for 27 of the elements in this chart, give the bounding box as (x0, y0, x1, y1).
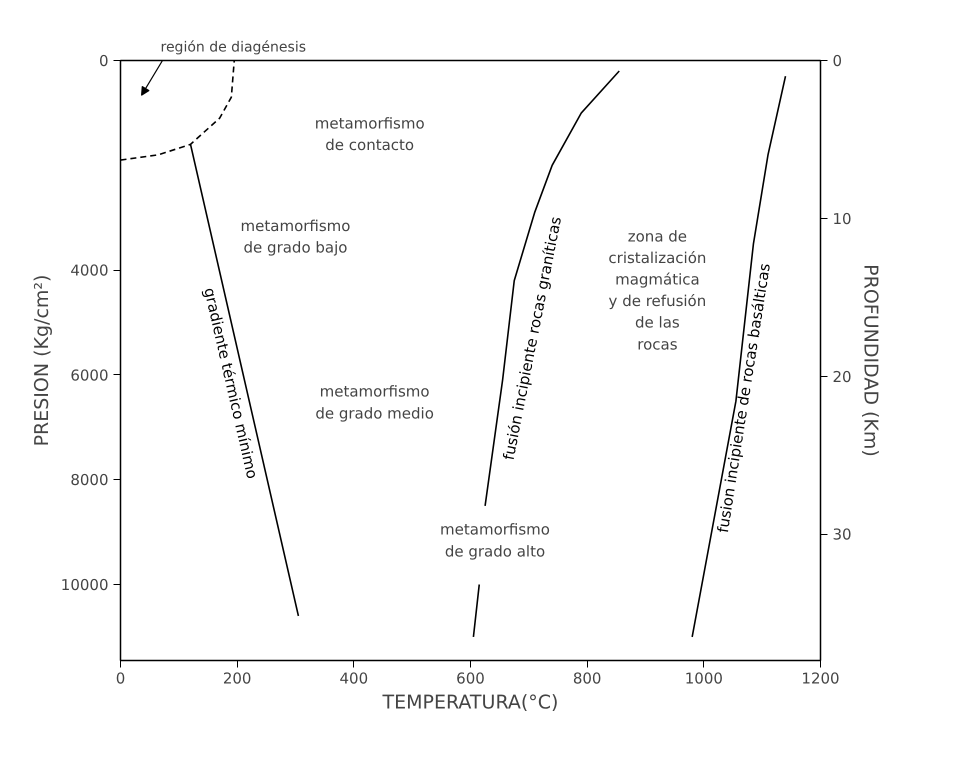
annotation: metamorfismo de grado alto (440, 520, 550, 560)
x-tick-label: 800 (572, 670, 602, 688)
annotation: metamorfismo de grado medio (315, 382, 434, 422)
y-tick-label: 6000 (70, 366, 109, 384)
y-tick-label: 0 (98, 52, 109, 70)
y2-tick-label: 0 (832, 52, 842, 70)
y-tick-label: 8000 (70, 471, 109, 490)
x-tick-label: 0 (116, 670, 126, 688)
y2-tick-label: 20 (832, 368, 852, 386)
text: fusion incipiente de rocas basálticas (714, 262, 774, 534)
text: fusión incipiente rocas graníticas (500, 214, 566, 462)
y-axis-title: PRESION (Kg/cm²) (30, 274, 53, 446)
y2-tick-label: 30 (832, 526, 852, 544)
y2-axis-title: PROFUNDIDAD (Km) (860, 264, 882, 457)
x-axis-title: TEMPERATURA(°C) (382, 692, 558, 714)
annotation: metamorfismo de contacto (314, 114, 425, 154)
annotation: metamorfismo de grado bajo (240, 217, 350, 257)
x-tick-label: 200 (222, 670, 252, 688)
y-tick-label: 4000 (70, 262, 109, 280)
annotation: zona de cristalización magmática y de refusión de las rocas (608, 227, 706, 354)
x-tick-label: 1200 (801, 670, 840, 688)
x-tick-label: 400 (340, 670, 368, 688)
y2-tick-label: 10 (832, 210, 852, 228)
x-tick-label: 600 (456, 670, 485, 688)
y-tick-label: 10000 (60, 576, 108, 594)
x-tick-label: 1000 (684, 670, 723, 688)
text: región de diagénesis (160, 40, 306, 56)
